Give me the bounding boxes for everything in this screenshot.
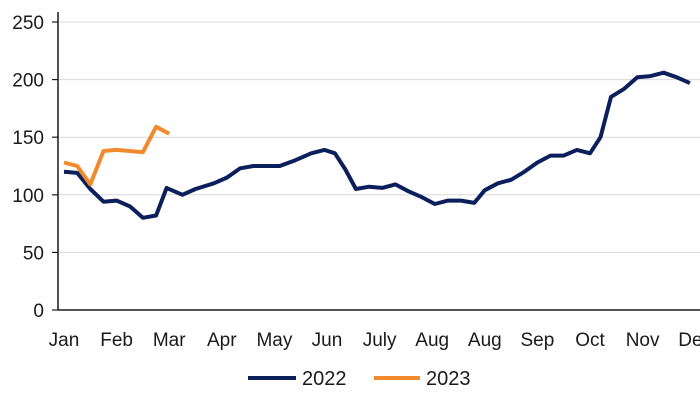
y-tick-label: 0 bbox=[33, 301, 44, 322]
x-tick-label: Aug bbox=[415, 330, 449, 351]
x-tick-label: Dec bbox=[678, 330, 700, 351]
series-line-2022 bbox=[63, 70, 691, 220]
x-tick-label: Oct bbox=[575, 330, 605, 351]
legend-label-2022: 2022 bbox=[302, 368, 347, 390]
y-tick-label: 200 bbox=[12, 71, 44, 92]
x-tick-label: Sep bbox=[520, 330, 554, 351]
legend: 2022 2023 bbox=[248, 368, 471, 390]
x-tick-label: Jan bbox=[49, 330, 80, 351]
y-tick-label: 100 bbox=[12, 186, 44, 207]
y-tick-label: 150 bbox=[12, 128, 44, 149]
x-tick-label: Jun bbox=[312, 330, 343, 351]
series-lines bbox=[63, 70, 691, 220]
axes bbox=[52, 12, 700, 311]
x-tick-label: Nov bbox=[626, 330, 660, 351]
x-tick-label: Aug bbox=[468, 330, 502, 351]
y-tick-labels: 0 50 100 150 200 250 bbox=[12, 13, 44, 322]
y-tick-label: 250 bbox=[12, 13, 44, 34]
legend-label-2023: 2023 bbox=[426, 368, 471, 390]
x-tick-label: Feb bbox=[100, 330, 133, 351]
y-tick-label: 50 bbox=[23, 243, 44, 264]
x-tick-label: Apr bbox=[207, 330, 237, 351]
x-tick-label: Mar bbox=[153, 330, 186, 351]
x-tick-label: July bbox=[363, 330, 397, 351]
x-tick-labels: Jan Feb Mar Apr May Jun July Aug Aug Sep Oct Nov Dec bbox=[49, 330, 700, 351]
series-line-2023 bbox=[63, 124, 171, 187]
x-tick-label: May bbox=[256, 330, 292, 351]
